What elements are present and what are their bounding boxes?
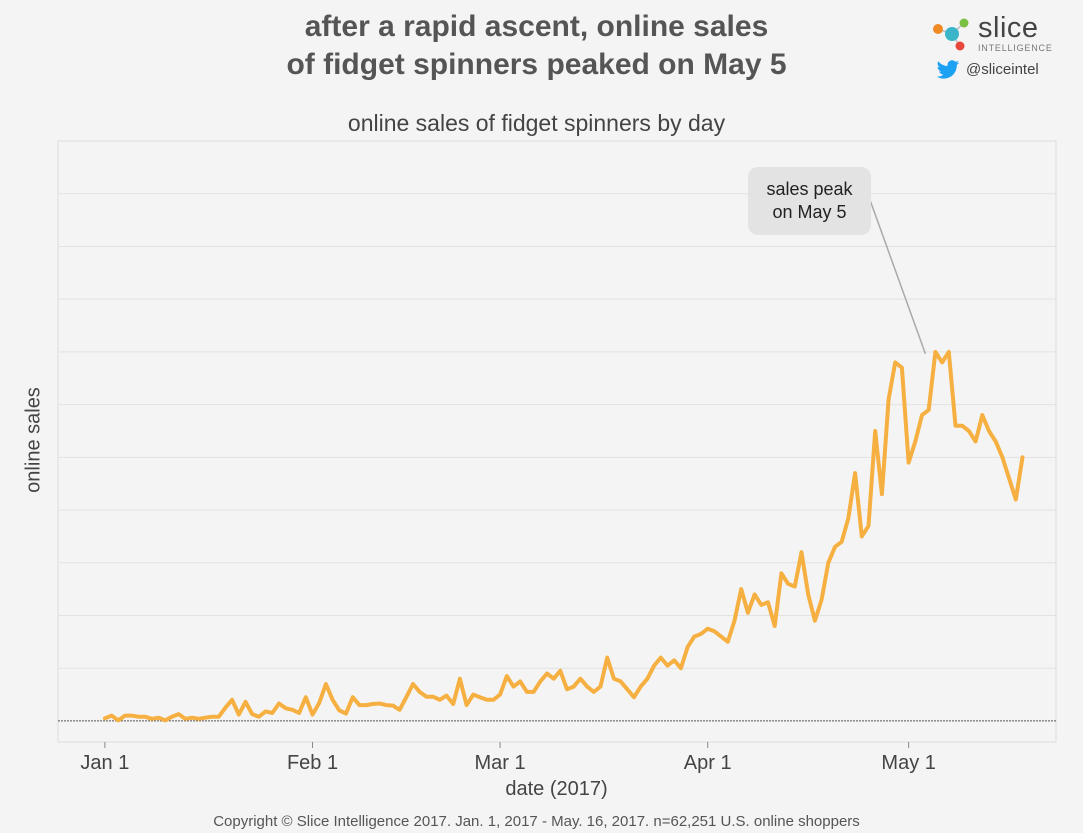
peak-annotation-line1: sales peak bbox=[766, 179, 853, 199]
y-axis-label: online sales bbox=[22, 387, 45, 493]
chart-title-line1: after a rapid ascent, online sales bbox=[304, 10, 769, 43]
twitter-credit: @sliceintel bbox=[936, 60, 1039, 82]
x-tick-label: May 1 bbox=[881, 752, 935, 774]
x-axis: Jan 1 Feb 1 Mar 1 Apr 1 May 1 bbox=[80, 742, 936, 774]
peak-annotation-box bbox=[748, 167, 871, 235]
twitter-handle: @sliceintel bbox=[966, 61, 1039, 78]
slice-tagline: INTELLIGENCE bbox=[978, 43, 1053, 53]
peak-annotation: sales peak on May 5 bbox=[748, 167, 927, 355]
peak-annotation-line2: on May 5 bbox=[772, 202, 846, 222]
twitter-bird-icon bbox=[936, 60, 960, 79]
grid-lines bbox=[58, 193, 1056, 669]
slice-wordmark: slice bbox=[978, 12, 1039, 44]
plot-area bbox=[57, 140, 1057, 743]
slice-logo-icon bbox=[933, 18, 969, 51]
copyright-footer: Copyright © Slice Intelligence 2017. Jan… bbox=[213, 813, 860, 830]
chart-title: after a rapid ascent, online sales of fi… bbox=[0, 8, 1073, 84]
x-tick-label: Jan 1 bbox=[80, 752, 129, 774]
series-line-online-sales bbox=[102, 349, 1025, 723]
slice-logo: slice INTELLIGENCE bbox=[930, 12, 1070, 54]
peak-annotation-leader bbox=[869, 199, 927, 355]
x-tick-label: Apr 1 bbox=[684, 752, 732, 774]
x-axis-label: date (2017) bbox=[505, 778, 608, 800]
x-tick-label: Feb 1 bbox=[287, 752, 338, 774]
chart-subtitle: online sales of fidget spinners by day bbox=[347, 110, 726, 136]
chart-title-line2: of fidget spinners peaked on May 5 bbox=[286, 48, 787, 81]
twitter-bird-shape bbox=[936, 60, 960, 79]
x-tick-label: Mar 1 bbox=[475, 752, 526, 774]
